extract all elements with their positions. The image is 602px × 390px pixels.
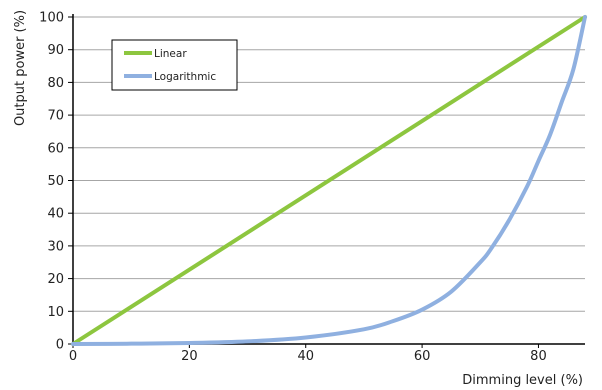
x-tick-label: 80 <box>530 349 547 364</box>
series-line-linear <box>71 15 587 346</box>
axes-layer: 0 10 20 30 40 50 60 70 80 90 100 0 20 40 60 80 <box>39 11 585 364</box>
y-axis-title: Output power (%) <box>13 10 28 126</box>
series-line-logarithmic <box>71 15 587 346</box>
x-tick-label: 20 <box>181 349 198 364</box>
legend: Linear Logarithmic <box>111 39 238 91</box>
x-tick-label: 0 <box>69 349 77 364</box>
y-tick-label: 10 <box>47 305 64 320</box>
x-axis-title: Dimming level (%) <box>462 373 583 388</box>
y-tick-label: 0 <box>56 338 64 353</box>
legend-box <box>111 39 238 91</box>
y-tick-label: 40 <box>47 207 64 222</box>
x-tick-label: 40 <box>297 349 314 364</box>
y-tick-label: 70 <box>47 109 64 124</box>
y-tick-label: 100 <box>39 11 64 26</box>
y-tick-label: 60 <box>47 141 64 156</box>
y-tick-label: 50 <box>47 174 64 189</box>
y-tick-label: 80 <box>47 76 64 91</box>
y-tick-label: 90 <box>47 43 64 58</box>
y-tick-label: 30 <box>47 239 64 254</box>
y-tick-label: 20 <box>47 272 64 287</box>
series-layer <box>71 15 587 346</box>
x-tick-label: 60 <box>414 349 431 364</box>
legend-label: Logarithmic <box>154 71 216 83</box>
legend-label: Linear <box>154 48 187 60</box>
